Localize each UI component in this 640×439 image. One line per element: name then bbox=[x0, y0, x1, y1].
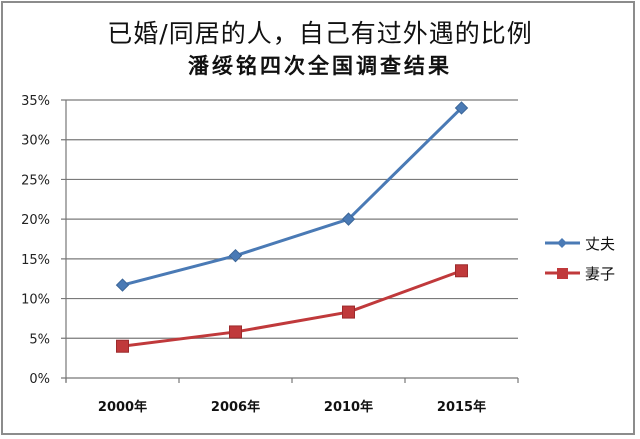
x-tick-label: 2015年 bbox=[437, 399, 486, 415]
y-tick-label: 0% bbox=[29, 372, 50, 387]
diamond-marker bbox=[341, 212, 356, 226]
square-marker bbox=[455, 264, 468, 278]
series-husband bbox=[115, 101, 469, 292]
chart-subtitle: 潘绥铭四次全国调查结果 bbox=[188, 53, 452, 78]
legend-item: 丈夫 bbox=[545, 235, 615, 253]
chart-title: 已婚/同居的人，自己有过外遇的比例 bbox=[107, 19, 533, 48]
diamond-marker bbox=[228, 248, 243, 263]
square-marker bbox=[342, 305, 355, 319]
y-tick-label: 35% bbox=[21, 94, 50, 109]
legend-diamond-icon bbox=[557, 238, 567, 248]
legend-square-icon bbox=[557, 268, 568, 279]
legend-item: 妻子 bbox=[545, 265, 615, 283]
y-tick-label: 15% bbox=[21, 253, 50, 268]
diamond-marker bbox=[454, 101, 469, 115]
y-tick-label: 5% bbox=[29, 332, 50, 347]
legend-label: 妻子 bbox=[585, 265, 615, 283]
square-marker bbox=[229, 325, 242, 339]
x-tick-label: 2000年 bbox=[98, 399, 147, 415]
diamond-marker bbox=[115, 278, 130, 292]
square-marker bbox=[116, 339, 129, 353]
y-tick-label: 30% bbox=[21, 134, 50, 149]
x-tick-label: 2006年 bbox=[211, 399, 260, 415]
y-tick-label: 20% bbox=[21, 213, 50, 228]
x-tick-label: 2010年 bbox=[324, 399, 373, 415]
series-wife bbox=[116, 264, 468, 353]
chart-frame bbox=[1, 1, 635, 435]
legend-label: 丈夫 bbox=[585, 235, 615, 253]
y-tick-label: 25% bbox=[21, 173, 50, 188]
y-tick-label: 10% bbox=[21, 293, 50, 308]
